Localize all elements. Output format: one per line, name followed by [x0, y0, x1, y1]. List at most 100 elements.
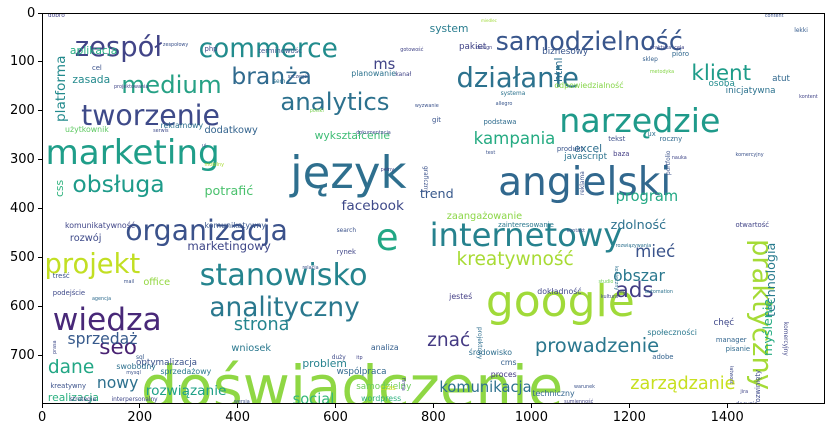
word-59: problem [302, 356, 347, 370]
word-69: pakiet [458, 42, 487, 53]
y-tick-mark [38, 256, 42, 258]
word-55: zaangażowanie [446, 210, 523, 222]
y-tick-mark [38, 61, 42, 63]
word-150: szczegół [287, 74, 309, 81]
word-114: cel [91, 64, 102, 73]
word-82: office [143, 276, 171, 288]
word-40: rozwiązanie [145, 383, 227, 400]
word-116: sem [273, 78, 286, 85]
word-93: podstawa [483, 118, 517, 127]
word-140: pełny [380, 166, 395, 173]
word-89: rozwinięty [754, 369, 763, 404]
word-27: strona [233, 315, 290, 336]
word-118: duży [331, 355, 346, 362]
word-15: działanie [456, 63, 579, 95]
word-137: komercyjny [735, 152, 764, 159]
word-80: zadanie [552, 402, 583, 403]
word-143: systema [500, 91, 526, 98]
word-87: sprzedażowy [160, 367, 212, 377]
word-153: serwis [153, 127, 169, 134]
y-tick-label: 300 [10, 152, 35, 168]
word-103: tekst [608, 135, 626, 144]
x-tick-label: 1200 [612, 410, 646, 425]
word-163: portfolio [665, 150, 672, 176]
word-58: samodzielny [356, 382, 412, 392]
word-64: excel [573, 141, 603, 155]
word-32: komunikacja [439, 378, 532, 396]
word-129: warunek [573, 384, 595, 391]
word-52: aplikacja [69, 43, 118, 57]
x-tick-mark [335, 404, 337, 408]
y-tick-label: 600 [10, 298, 35, 314]
word-88: dokładność [537, 286, 582, 296]
word-61: optymalizacja [135, 357, 198, 368]
y-tick-mark [38, 110, 42, 112]
y-tick-mark [38, 159, 42, 161]
word-37: sprzedaż [67, 328, 138, 348]
word-158: miedlec [480, 17, 497, 23]
y-tick-label: 0 [27, 5, 36, 21]
word-155: ux [647, 130, 656, 139]
word-53: zasada [72, 73, 111, 87]
word-131: decyzja [735, 402, 757, 403]
word-134: łatwość [728, 365, 735, 385]
word-2: angielski [498, 160, 672, 206]
word-81: użytkownik [65, 125, 109, 135]
word-165: kontent [799, 93, 818, 100]
word-63: rozwój [69, 232, 102, 244]
x-tick-mark [237, 404, 239, 408]
word-162: komercyjny [781, 321, 788, 356]
word-107: pióro [671, 49, 690, 58]
word-145: design [476, 44, 493, 51]
word-97: jesteś [449, 291, 473, 301]
word-31: zarządzanie [630, 373, 736, 394]
word-8: organizacja [125, 213, 288, 247]
word-161: projektowy [475, 326, 482, 360]
word-7: stanowisko [199, 257, 368, 293]
wordcloud-plot-area: doświadczenie język angielski google marketi… [42, 13, 825, 404]
word-106: lekki [794, 27, 808, 34]
word-147: metodyka [649, 69, 675, 76]
y-tick-mark [38, 305, 42, 307]
x-tick-mark [139, 404, 141, 408]
word-68: biznesowy [542, 47, 589, 58]
y-tick-label: 200 [10, 103, 35, 119]
word-79: techniczny [532, 389, 575, 399]
word-146: praktyka [649, 44, 672, 51]
word-33: kampania [473, 129, 556, 149]
word-98: społeczności [647, 328, 697, 338]
word-29: kreatywność [456, 249, 574, 271]
word-25: seo [99, 334, 137, 360]
word-54: dodatkowy [204, 125, 258, 137]
word-14: samodzielność [495, 25, 683, 56]
word-77: komunikatywny [204, 220, 267, 230]
word-144: allegro [495, 100, 513, 107]
y-tick-label: 700 [10, 347, 35, 363]
word-38: nowy [96, 372, 139, 392]
word-154: ui [202, 142, 207, 149]
y-tick-mark [38, 208, 42, 209]
x-tick-mark [41, 404, 43, 408]
word-48: zdolność [610, 217, 667, 233]
word-149: cela [674, 44, 685, 51]
word-102: roczny [659, 135, 683, 144]
x-tick-label: 800 [421, 410, 446, 425]
word-101: adobe [652, 352, 674, 361]
word-71: atut [772, 74, 790, 85]
word-50: wykształcenie [314, 129, 391, 143]
word-62: wspólpraca [336, 367, 387, 378]
word-160: itp [356, 355, 363, 362]
word-0: doświadczenie [140, 352, 564, 404]
word-113: php [204, 44, 218, 53]
word-21: obsługa [72, 169, 165, 198]
word-172: mail [123, 279, 135, 286]
word-42: ms [373, 55, 396, 73]
word-30: znać [427, 329, 471, 351]
word-127: otwartość [735, 220, 770, 229]
word-151: projektowania [113, 83, 149, 90]
word-20: branża [231, 62, 312, 91]
word-47: trend [419, 185, 454, 201]
word-108: sklep [642, 56, 658, 63]
word-24: ads [615, 278, 654, 304]
